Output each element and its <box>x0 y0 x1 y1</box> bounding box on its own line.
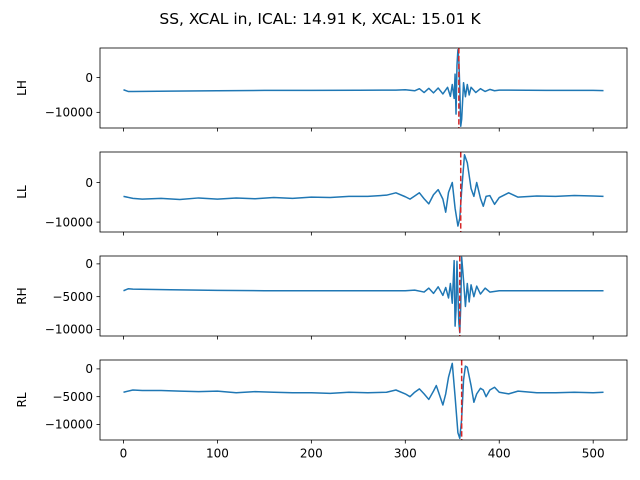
y-tick-label: −5000 <box>52 290 93 304</box>
axes-frame <box>99 47 628 129</box>
subplot-rl: 0 −5000 −10000 0 100 200 300 400 500 RL <box>15 359 628 461</box>
axes-frame <box>99 359 628 441</box>
x-tick-label: 400 <box>488 447 511 461</box>
figure-title: SS, XCAL in, ICAL: 14.91 K, XCAL: 15.01 … <box>159 10 481 28</box>
y-tick-label: −10000 <box>45 323 93 337</box>
signal-line <box>123 256 604 334</box>
y-axis-label: RH <box>15 287 29 304</box>
y-tick-label: −10000 <box>45 418 93 432</box>
subplot-lh: 0 −10000 LH <box>15 47 628 132</box>
y-tick-label: 0 <box>85 362 93 376</box>
subplot-stack: 0 −10000 LH 0 −10000 LL 0 −5000 −10000 RH 0 −5000 −1… <box>15 47 628 461</box>
axes-frame <box>99 255 628 337</box>
y-tick-label: 0 <box>85 176 93 190</box>
y-tick-label: −5000 <box>52 390 93 404</box>
x-tick-label: 300 <box>394 447 417 461</box>
signal-line <box>123 154 604 227</box>
x-tick-label: 200 <box>300 447 323 461</box>
subplot-rh: 0 −5000 −10000 RH <box>15 255 628 340</box>
x-tick-label: 500 <box>582 447 605 461</box>
x-tick-label: 0 <box>120 447 128 461</box>
signal-line <box>123 362 604 440</box>
y-tick-label: 0 <box>85 71 93 85</box>
signal-line <box>123 48 604 128</box>
y-tick-label: −10000 <box>45 106 93 120</box>
axes-frame <box>99 151 628 233</box>
y-axis-label: RL <box>15 392 29 407</box>
y-tick-label: −10000 <box>45 215 93 229</box>
x-tick-label: 100 <box>206 447 229 461</box>
y-axis-label: LH <box>15 80 29 96</box>
subplot-ll: 0 −10000 LL <box>15 151 628 236</box>
y-tick-label: 0 <box>85 257 93 271</box>
y-axis-label: LL <box>15 185 29 199</box>
